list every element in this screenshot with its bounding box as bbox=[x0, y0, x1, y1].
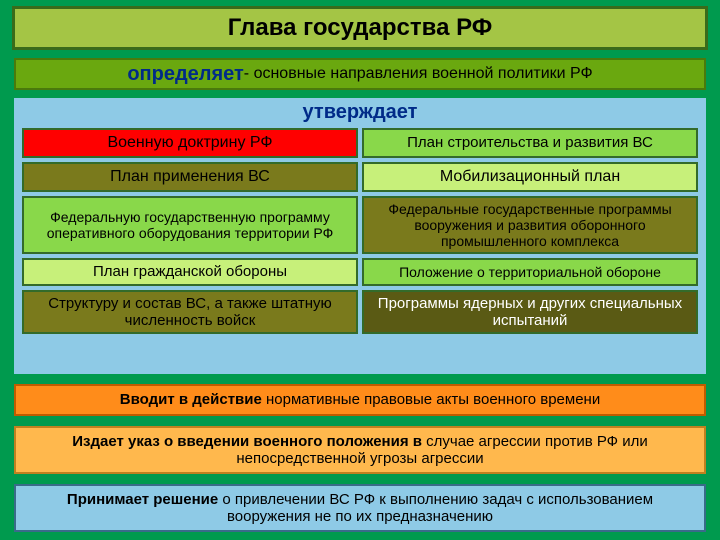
reshenie-bar: Принимает решение о привлечении ВС РФ к … bbox=[14, 484, 706, 532]
reshenie-text: Принимает решение о привлечении ВС РФ к … bbox=[34, 491, 686, 526]
defines-suffix: - основные направления военной политики … bbox=[244, 65, 593, 83]
approves-cell-text: Федеральные государственные программы во… bbox=[370, 201, 690, 249]
slide-canvas: Глава государства РФ определяет - основны… bbox=[0, 0, 720, 540]
approves-cell-text: План гражданской обороны bbox=[93, 263, 287, 280]
approves-cell-text: Положение о территориальной обороне bbox=[399, 264, 661, 280]
approves-cell-text: Военную доктрину РФ bbox=[107, 134, 272, 152]
approves-header-text: утверждает bbox=[303, 101, 418, 124]
approves-cell: План гражданской обороны bbox=[22, 258, 358, 286]
approves-cell-text: Структуру и состав ВС, а также штатную ч… bbox=[30, 295, 350, 330]
approves-header: утверждает bbox=[14, 98, 706, 126]
approves-cell: Военную доктрину РФ bbox=[22, 128, 358, 158]
approves-cell-text: План строительства и развития ВС bbox=[407, 134, 653, 151]
slide-title-text: Глава государства РФ bbox=[228, 14, 493, 42]
ukaz-prefix: Издает указ о введении военного положени… bbox=[72, 433, 422, 450]
approves-cell-text: Программы ядерных и других специальных и… bbox=[370, 295, 690, 330]
reshenie-suffix: о привлечении ВС РФ к выполнению задач с… bbox=[218, 491, 653, 525]
approves-cell: Мобилизационный план bbox=[362, 162, 698, 192]
approves-cell-text: Федеральную государственную программу оп… bbox=[30, 209, 350, 241]
vvodit-text: Вводит в действие нормативные правовые а… bbox=[120, 391, 600, 408]
defines-bar: определяет - основные направления военно… bbox=[14, 58, 706, 90]
defines-prefix: определяет bbox=[127, 63, 243, 86]
vvodit-prefix: Вводит в действие bbox=[120, 391, 262, 408]
ukaz-bar: Издает указ о введении военного положени… bbox=[14, 426, 706, 474]
vvodit-suffix: нормативные правовые акты военного време… bbox=[262, 391, 600, 408]
approves-cell: Программы ядерных и других специальных и… bbox=[362, 290, 698, 334]
approves-cell: План строительства и развития ВС bbox=[362, 128, 698, 158]
approves-cell: Федеральные государственные программы во… bbox=[362, 196, 698, 254]
approves-cell: Структуру и состав ВС, а также штатную ч… bbox=[22, 290, 358, 334]
ukaz-text: Издает указ о введении военного положени… bbox=[34, 433, 686, 468]
approves-cell: План применения ВС bbox=[22, 162, 358, 192]
approves-cell: Положение о территориальной обороне bbox=[362, 258, 698, 286]
reshenie-prefix: Принимает решение bbox=[67, 491, 218, 508]
approves-cell-text: Мобилизационный план bbox=[440, 168, 620, 186]
approves-cell-text: План применения ВС bbox=[110, 168, 270, 186]
vvodit-bar: Вводит в действие нормативные правовые а… bbox=[14, 384, 706, 416]
slide-title: Глава государства РФ bbox=[12, 6, 708, 50]
approves-cell: Федеральную государственную программу оп… bbox=[22, 196, 358, 254]
